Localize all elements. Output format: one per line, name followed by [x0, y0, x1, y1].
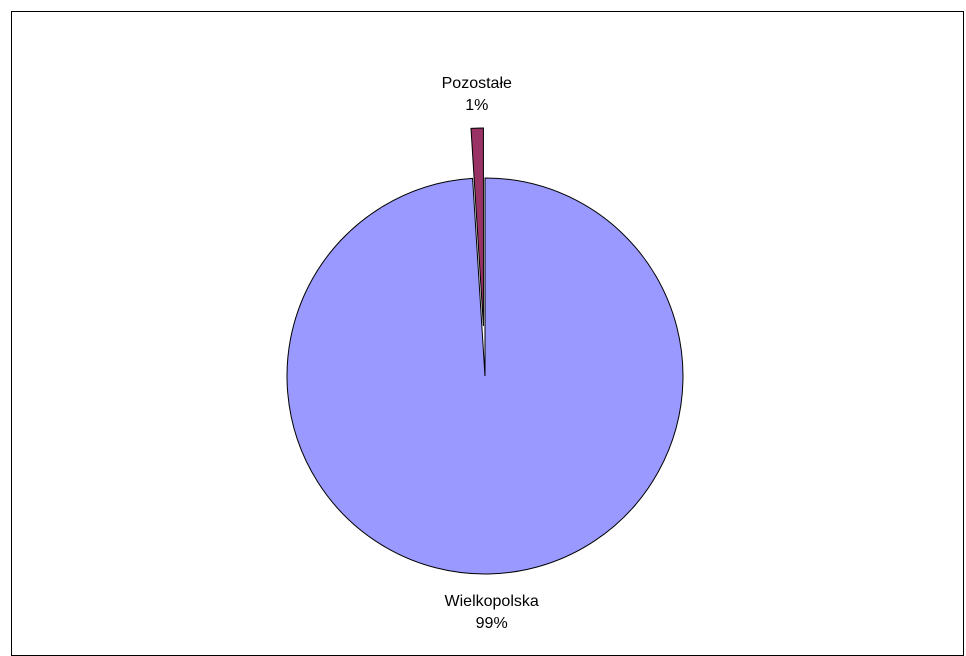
pie-slice-pozostałe — [470, 127, 484, 327]
slice-label-name: Pozostałe — [442, 75, 512, 92]
slice-label-value: 1% — [465, 97, 488, 114]
slice-label-name: Wielkopolska — [445, 593, 539, 610]
slice-label-value: 99% — [476, 615, 508, 632]
pie-slice-wielkopolska — [286, 177, 684, 575]
